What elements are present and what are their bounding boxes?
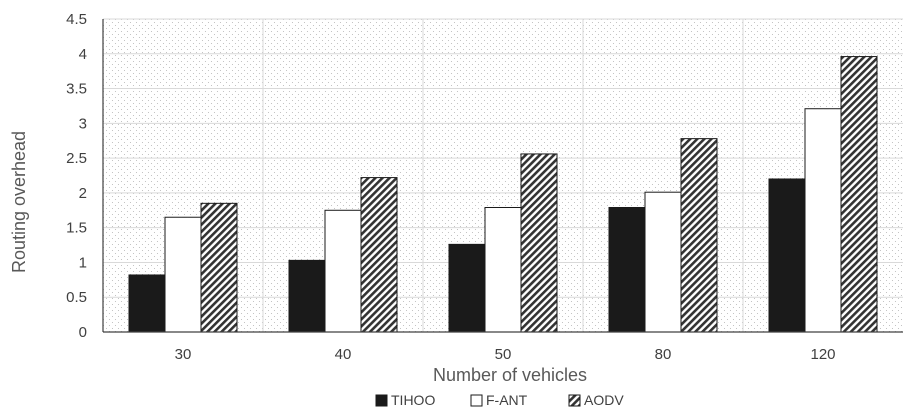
legend-item-aodv: AODV — [568, 392, 624, 408]
bar-aodv-50 — [520, 153, 558, 333]
y-tick-label: 1.5 — [66, 220, 87, 237]
x-tick-label: 120 — [810, 346, 835, 363]
y-tick-label: 2 — [79, 185, 87, 202]
bar-aodv-30 — [200, 202, 238, 333]
x-tick-label: 80 — [655, 346, 672, 363]
axes — [102, 19, 903, 333]
bar-aodv-80 — [680, 138, 718, 333]
bar-tihoo-120 — [768, 178, 806, 333]
bar-aodv-120 — [840, 56, 878, 333]
x-tick-label: 40 — [335, 346, 352, 363]
legend-swatch — [568, 394, 581, 407]
y-tick-label: 3.5 — [66, 81, 87, 98]
bar-tihoo-50 — [448, 243, 486, 333]
y-tick-label: 3 — [79, 115, 87, 132]
x-tick-label: 30 — [175, 346, 192, 363]
y-tick-label: 0.5 — [66, 289, 87, 306]
bar-tihoo-30 — [128, 274, 166, 333]
legend-item-f-ant: F-ANT — [470, 392, 528, 408]
y-axis-title: Routing overhead — [9, 131, 29, 273]
y-tick-labels: 0 0.5 1 1.5 2 2.5 3 3.5 4 4.5 — [66, 11, 87, 341]
y-tick-label: 2.5 — [66, 150, 87, 167]
bar-f-ant-80 — [644, 191, 682, 333]
x-axis-title: Number of vehicles — [433, 365, 587, 385]
bar-f-ant-120 — [804, 108, 842, 333]
bar-f-ant-30 — [164, 216, 202, 333]
y-tick-label: 4 — [79, 46, 87, 63]
y-tick-label: 4.5 — [66, 11, 87, 28]
legend-label: TIHOO — [391, 392, 435, 408]
x-tick-labels: 30 40 50 80 120 — [175, 346, 836, 363]
bar-tihoo-40 — [288, 259, 326, 333]
legend-swatch — [375, 394, 388, 407]
y-tick-label: 1 — [79, 254, 87, 271]
x-tick-label: 50 — [495, 346, 512, 363]
bar-f-ant-40 — [324, 209, 362, 333]
legend-label: AODV — [584, 392, 624, 408]
legend: TIHOO F-ANT AODV — [375, 392, 624, 408]
bar-aodv-40 — [360, 177, 398, 333]
bar-tihoo-80 — [608, 206, 646, 333]
bar-f-ant-50 — [484, 206, 522, 333]
legend-item-tihoo: TIHOO — [375, 392, 435, 408]
legend-swatch — [470, 394, 483, 407]
bars — [128, 56, 878, 333]
y-tick-label: 0 — [79, 324, 87, 341]
legend-label: F-ANT — [486, 392, 528, 408]
